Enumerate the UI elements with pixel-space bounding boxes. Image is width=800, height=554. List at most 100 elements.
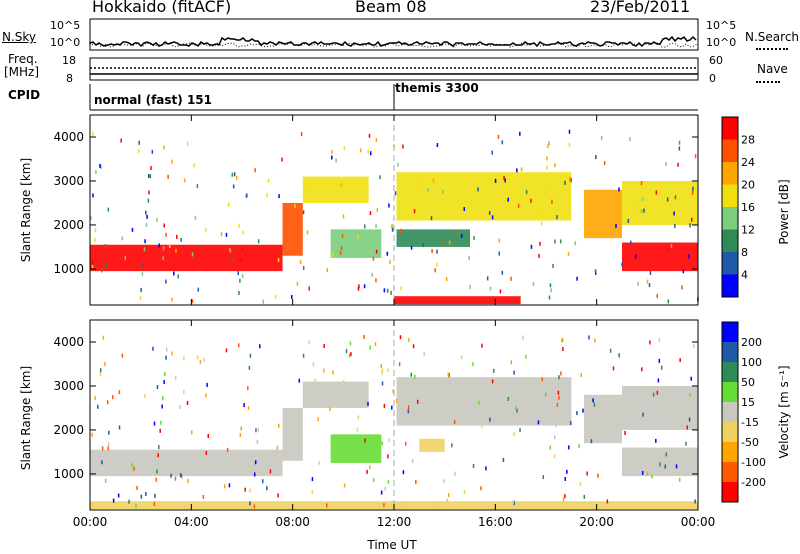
- power-speck: [368, 133, 371, 138]
- power-speck: [691, 217, 693, 222]
- power-speck: [171, 159, 173, 164]
- power-speck: [229, 248, 231, 253]
- power-speck: [167, 174, 169, 179]
- power-colorbar-tick-label: 16: [741, 201, 755, 214]
- freq-label-2: [MHz]: [4, 65, 40, 79]
- velocity-speck: [318, 460, 321, 465]
- velocity-speck: [513, 501, 515, 506]
- velocity-speck: [562, 497, 565, 502]
- power-speck: [173, 271, 175, 276]
- power-speck: [308, 286, 311, 291]
- velocity-colorbar-segment: [722, 442, 738, 462]
- power-colorbar-segment: [722, 117, 738, 140]
- power-speck: [238, 223, 240, 228]
- velocity-speck: [323, 368, 325, 373]
- power-speck: [239, 278, 241, 283]
- nave-legend-line: [756, 81, 780, 83]
- velocity-speck: [357, 415, 360, 420]
- velocity-speck: [237, 343, 240, 348]
- power-speck: [400, 286, 402, 291]
- velocity-speck: [170, 473, 172, 478]
- velocity-speck: [606, 499, 609, 504]
- power-speck: [171, 297, 173, 302]
- power-speck: [397, 162, 399, 167]
- power-speck: [525, 190, 528, 195]
- power-speck: [552, 263, 554, 268]
- velocity-speck: [165, 355, 167, 360]
- power-speck: [302, 210, 305, 215]
- power-speck: [504, 178, 506, 183]
- velocity-speck: [256, 439, 259, 444]
- velocity-speck: [642, 412, 644, 417]
- velocity-speck: [694, 499, 696, 504]
- nsky-frame: [89, 18, 699, 51]
- power-speck: [564, 180, 566, 185]
- power-speck: [94, 238, 96, 243]
- velocity-speck: [163, 380, 165, 385]
- power-speck: [294, 204, 296, 209]
- power-speck: [456, 230, 459, 235]
- velocity-speck: [302, 353, 305, 358]
- velocity-speck: [556, 402, 559, 407]
- power-speck: [410, 245, 413, 250]
- power-speck: [670, 243, 673, 248]
- power-colorbar-segment: [722, 184, 738, 207]
- velocity-speck: [253, 472, 256, 477]
- velocity-speck: [685, 441, 687, 446]
- velocity-speck: [557, 390, 560, 395]
- power-speck: [163, 145, 165, 150]
- power-speck: [674, 195, 677, 200]
- power-speck: [274, 294, 277, 299]
- velocity-speck: [158, 445, 160, 450]
- power-speck: [220, 232, 223, 237]
- velocity-speck: [612, 366, 615, 371]
- velocity-speck: [383, 503, 385, 508]
- power-speck: [559, 239, 562, 244]
- power-speck: [570, 178, 572, 183]
- velocity-speck: [381, 381, 384, 386]
- velocity-ytick-label: 1000: [53, 467, 84, 481]
- velocity-colorbar-segment: [722, 462, 738, 482]
- velocity-speck: [502, 457, 505, 462]
- power-speck: [340, 182, 343, 187]
- velocity-speck: [410, 372, 413, 377]
- power-speck: [420, 183, 422, 188]
- velocity-speck: [381, 368, 384, 373]
- power-speck: [432, 178, 435, 183]
- power-speck: [90, 216, 92, 221]
- power-speck: [141, 271, 144, 276]
- velocity-speck: [369, 345, 372, 350]
- velocity-speck: [342, 379, 345, 384]
- velocity-speck: [544, 392, 547, 397]
- panel-power: [89, 114, 739, 306]
- nave-tick-top: 60: [709, 54, 723, 67]
- velocity-speck: [408, 337, 410, 342]
- date-title: 23/Feb/2011: [590, 0, 691, 16]
- power-speck: [402, 144, 404, 149]
- velocity-colorbar-frame: [721, 321, 739, 503]
- velocity-speck: [641, 470, 644, 475]
- velocity-speck: [657, 378, 660, 383]
- velocity-speck: [624, 430, 626, 435]
- velocity-speck: [277, 493, 279, 498]
- power-colorbar-segment: [722, 162, 738, 185]
- power-speck: [357, 235, 359, 240]
- velocity-speck: [247, 406, 250, 411]
- velocity-colorbar-tick-label: 50: [741, 376, 755, 389]
- power-speck: [376, 207, 379, 212]
- velocity-speck: [329, 407, 331, 412]
- power-speck: [92, 260, 94, 265]
- power-speck: [197, 287, 200, 292]
- velocity-speck: [312, 362, 315, 367]
- velocity-speck: [402, 470, 405, 475]
- power-speck: [473, 236, 475, 241]
- velocity-speck: [399, 335, 402, 340]
- velocity-speck: [174, 375, 177, 380]
- power-speck: [677, 162, 679, 167]
- velocity-speck: [348, 353, 351, 358]
- nsky-label: N.Sky: [2, 30, 37, 44]
- xtick-label: 16:00: [478, 515, 513, 529]
- power-speck: [107, 207, 110, 212]
- power-speck: [369, 211, 372, 216]
